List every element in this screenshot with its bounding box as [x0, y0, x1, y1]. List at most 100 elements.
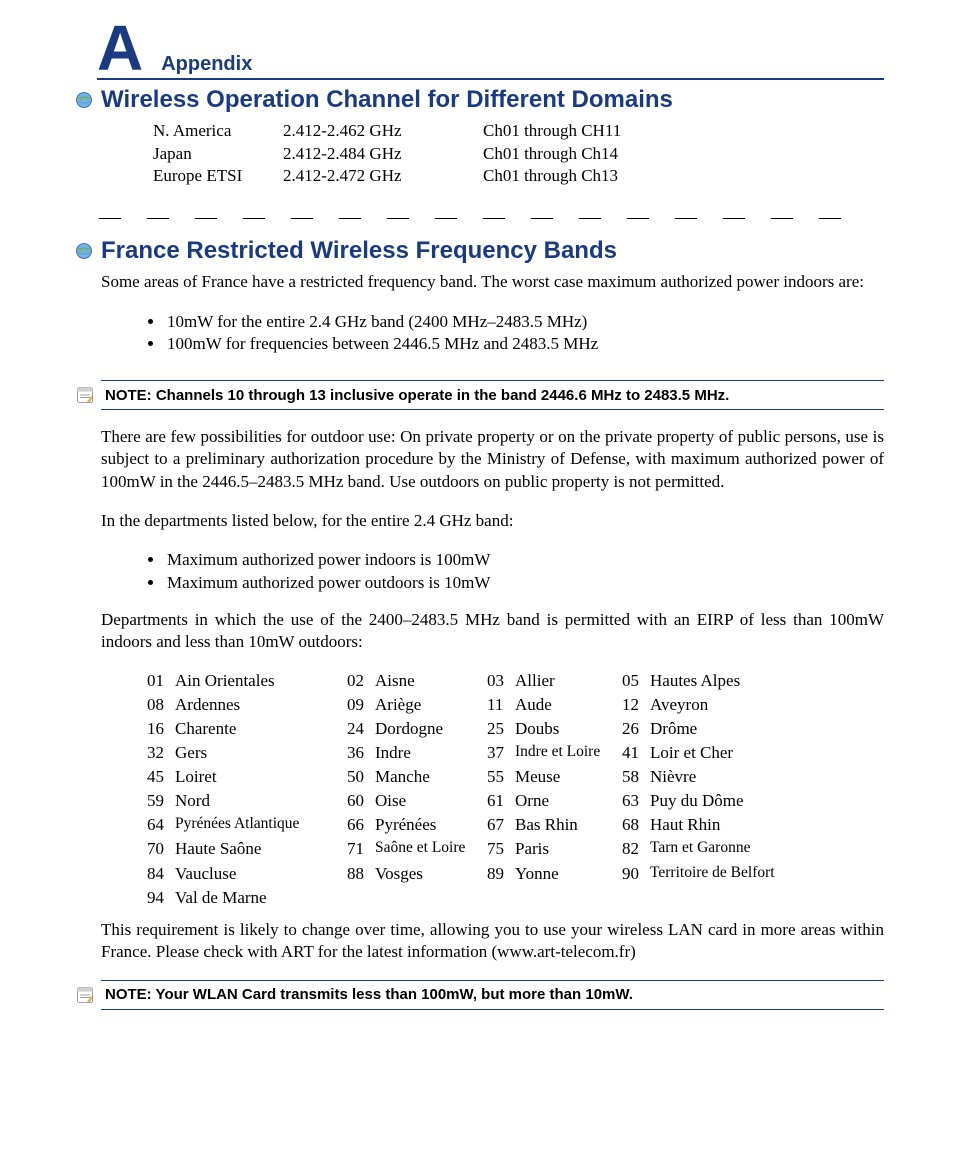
department-code: 36	[347, 742, 375, 764]
freq-cell: 2.412-2.472 GHz	[283, 165, 483, 188]
department-cell: 59Nord	[147, 790, 347, 812]
table-row: Japan 2.412-2.484 GHz Ch01 through Ch14	[153, 143, 884, 166]
channels-cell: Ch01 through Ch13	[483, 165, 703, 188]
department-cell: 11Aude	[487, 694, 622, 716]
department-cell: 58Nièvre	[622, 766, 797, 788]
department-name: Dordogne	[375, 718, 443, 740]
department-cell: 09Ariège	[347, 694, 487, 716]
department-code: 16	[147, 718, 175, 740]
department-cell: 94Val de Marne	[147, 887, 347, 909]
note-row: NOTE: Channels 10 through 13 inclusive o…	[75, 381, 884, 409]
department-code: 45	[147, 766, 175, 788]
department-code: 25	[487, 718, 515, 740]
department-cell: 12Aveyron	[622, 694, 797, 716]
department-name: Aude	[515, 694, 552, 716]
page: A Appendix Wireless Operation Channel fo…	[0, 0, 954, 1155]
department-name: Loir et Cher	[650, 742, 733, 764]
department-cell: 71Saône et Loire	[347, 838, 487, 860]
notepad-icon	[75, 385, 95, 405]
section-title: Wireless Operation Channel for Different…	[101, 86, 673, 114]
department-cell: 03Allier	[487, 670, 622, 692]
department-name: Pyrénées	[375, 814, 436, 836]
department-name: Bas Rhin	[515, 814, 578, 836]
channels-cell: Ch01 through Ch14	[483, 143, 703, 166]
department-code: 67	[487, 814, 515, 836]
notepad-icon	[75, 985, 95, 1005]
outdoor-paragraph: There are few possibilities for outdoor …	[101, 426, 884, 492]
department-name: Doubs	[515, 718, 559, 740]
department-name: Orne	[515, 790, 549, 812]
department-cell: 63Puy du Dôme	[622, 790, 797, 812]
list-item: 100mW for frequencies between 2446.5 MHz…	[165, 333, 884, 356]
department-cell: 02Aisne	[347, 670, 487, 692]
section-header: France Restricted Wireless Frequency Ban…	[75, 237, 884, 265]
department-cell: 36Indre	[347, 742, 487, 764]
department-name: Saône et Loire	[375, 838, 465, 860]
department-cell: 55Meuse	[487, 766, 622, 788]
dashed-separator	[99, 218, 860, 219]
department-cell: 66Pyrénées	[347, 814, 487, 836]
department-code: 12	[622, 694, 650, 716]
department-name: Puy du Dôme	[650, 790, 744, 812]
department-code: 75	[487, 838, 515, 860]
note-block: NOTE: Your WLAN Card transmits less than…	[75, 980, 884, 1010]
intro-paragraph: Some areas of France have a restricted f…	[101, 271, 884, 293]
department-cell: 08Ardennes	[147, 694, 347, 716]
intro-bullets: 10mW for the entire 2.4 GHz band (2400 M…	[145, 311, 884, 357]
department-name: Allier	[515, 670, 555, 692]
section-header: Wireless Operation Channel for Different…	[75, 86, 884, 114]
department-code: 05	[622, 670, 650, 692]
department-cell: 75Paris	[487, 838, 622, 860]
department-name: Nièvre	[650, 766, 696, 788]
department-cell: 82Tarn et Garonne	[622, 838, 797, 860]
table-row: Europe ETSI 2.412-2.472 GHz Ch01 through…	[153, 165, 884, 188]
department-code: 50	[347, 766, 375, 788]
department-cell: 25Doubs	[487, 718, 622, 740]
department-cell: 61Orne	[487, 790, 622, 812]
table-row: N. America 2.412-2.462 GHz Ch01 through …	[153, 120, 884, 143]
dept-bullets: Maximum authorized power indoors is 100m…	[145, 549, 884, 595]
depts-list-intro: Departments in which the use of the 2400…	[101, 609, 884, 653]
department-cell: 67Bas Rhin	[487, 814, 622, 836]
departments-grid: 01Ain Orientales02Aisne03Allier05Hautes …	[147, 670, 884, 909]
department-cell: 32Gers	[147, 742, 347, 764]
note-rule-bottom	[101, 1009, 884, 1010]
department-code: 60	[347, 790, 375, 812]
department-code: 63	[622, 790, 650, 812]
department-code: 68	[622, 814, 650, 836]
department-code: 66	[347, 814, 375, 836]
closing-paragraph: This requirement is likely to change ove…	[101, 919, 884, 963]
department-name: Aveyron	[650, 694, 708, 716]
department-cell: 05Hautes Alpes	[622, 670, 797, 692]
department-code: 37	[487, 742, 515, 764]
department-cell: 70Haute Saône	[147, 838, 347, 860]
department-code: 90	[622, 863, 650, 885]
department-name: Ariège	[375, 694, 421, 716]
note-text: NOTE: Channels 10 through 13 inclusive o…	[105, 387, 729, 404]
department-name: Tarn et Garonne	[650, 838, 750, 860]
department-code: 61	[487, 790, 515, 812]
department-name: Hautes Alpes	[650, 670, 740, 692]
department-name: Aisne	[375, 670, 415, 692]
department-code: 71	[347, 838, 375, 860]
department-name: Yonne	[515, 863, 559, 885]
department-name: Vosges	[375, 863, 423, 885]
department-name: Gers	[175, 742, 207, 764]
domain-table: N. America 2.412-2.462 GHz Ch01 through …	[153, 120, 884, 189]
department-code: 70	[147, 838, 175, 860]
department-cell: 90Territoire de Belfort	[622, 863, 797, 885]
department-code: 41	[622, 742, 650, 764]
department-code: 02	[347, 670, 375, 692]
department-code: 24	[347, 718, 375, 740]
department-name: Manche	[375, 766, 430, 788]
department-name: Territoire de Belfort	[650, 863, 775, 885]
department-cell: 50Manche	[347, 766, 487, 788]
department-cell: 88Vosges	[347, 863, 487, 885]
department-name: Indre	[375, 742, 411, 764]
department-code: 11	[487, 694, 515, 716]
list-item: Maximum authorized power indoors is 100m…	[165, 549, 884, 572]
department-cell: 68Haut Rhin	[622, 814, 797, 836]
globe-icon	[75, 91, 93, 109]
department-name: Pyrénées Atlantique	[175, 814, 299, 836]
department-code: 01	[147, 670, 175, 692]
